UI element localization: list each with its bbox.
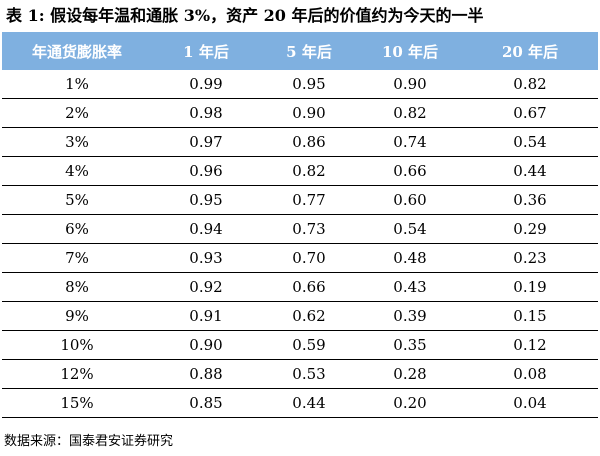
cell-1-year: 0.93	[152, 243, 260, 273]
cell-5-years: 0.44	[260, 388, 358, 418]
cell-5-years: 0.77	[260, 185, 358, 215]
cell-5-years: 0.73	[260, 214, 358, 244]
cell-1-year: 0.92	[152, 272, 260, 302]
cell-10-years: 0.35	[358, 330, 462, 360]
table-row: 10% 0.90 0.59 0.35 0.12	[2, 330, 598, 360]
inflation-value-table: 年通货膨胀率 1 年后 5 年后 10 年后 20 年后 1% 0.99 0.95 0…	[2, 32, 598, 418]
cell-5-years: 0.53	[260, 359, 358, 389]
cell-5-years: 0.70	[260, 243, 358, 273]
cell-1-year: 0.85	[152, 388, 260, 418]
table-row: 2% 0.98 0.90 0.82 0.67	[2, 98, 598, 128]
cell-20-years: 0.12	[462, 330, 598, 360]
header-row: 年通货膨胀率 1 年后 5 年后 10 年后 20 年后	[2, 32, 598, 70]
table-row: 12% 0.88 0.53 0.28 0.08	[2, 359, 598, 389]
cell-inflation-rate: 12%	[2, 359, 152, 389]
cell-10-years: 0.39	[358, 301, 462, 331]
cell-inflation-rate: 6%	[2, 214, 152, 244]
header-20-years: 20 年后	[462, 32, 598, 70]
cell-10-years: 0.74	[358, 127, 462, 157]
cell-5-years: 0.90	[260, 98, 358, 128]
cell-10-years: 0.54	[358, 214, 462, 244]
cell-5-years: 0.82	[260, 156, 358, 186]
data-source-note: 数据来源：国泰君安证券研究	[4, 434, 174, 449]
cell-20-years: 0.44	[462, 156, 598, 186]
cell-10-years: 0.60	[358, 185, 462, 215]
cell-5-years: 0.95	[260, 70, 358, 99]
cell-1-year: 0.90	[152, 330, 260, 360]
cell-1-year: 0.95	[152, 185, 260, 215]
cell-inflation-rate: 2%	[2, 98, 152, 128]
cell-1-year: 0.99	[152, 70, 260, 99]
table-row: 7% 0.93 0.70 0.48 0.23	[2, 243, 598, 273]
header-1-year: 1 年后	[152, 32, 260, 70]
table-row: 1% 0.99 0.95 0.90 0.82	[2, 70, 598, 99]
cell-inflation-rate: 5%	[2, 185, 152, 215]
cell-1-year: 0.94	[152, 214, 260, 244]
cell-10-years: 0.66	[358, 156, 462, 186]
cell-10-years: 0.20	[358, 388, 462, 418]
cell-5-years: 0.59	[260, 330, 358, 360]
cell-inflation-rate: 15%	[2, 388, 152, 418]
cell-20-years: 0.36	[462, 185, 598, 215]
cell-inflation-rate: 10%	[2, 330, 152, 360]
cell-5-years: 0.66	[260, 272, 358, 302]
header-5-years: 5 年后	[260, 32, 358, 70]
cell-1-year: 0.97	[152, 127, 260, 157]
cell-20-years: 0.08	[462, 359, 598, 389]
cell-20-years: 0.67	[462, 98, 598, 128]
header-inflation-rate: 年通货膨胀率	[2, 32, 152, 70]
cell-1-year: 0.98	[152, 98, 260, 128]
cell-20-years: 0.19	[462, 272, 598, 302]
table-row: 5% 0.95 0.77 0.60 0.36	[2, 185, 598, 215]
cell-20-years: 0.29	[462, 214, 598, 244]
cell-10-years: 0.43	[358, 272, 462, 302]
cell-20-years: 0.04	[462, 388, 598, 418]
cell-5-years: 0.62	[260, 301, 358, 331]
cell-1-year: 0.91	[152, 301, 260, 331]
cell-inflation-rate: 7%	[2, 243, 152, 273]
cell-inflation-rate: 8%	[2, 272, 152, 302]
cell-10-years: 0.28	[358, 359, 462, 389]
table-body: 1% 0.99 0.95 0.90 0.82 2% 0.98 0.90 0.82 0.67 3% 0.…	[2, 70, 598, 418]
cell-20-years: 0.15	[462, 301, 598, 331]
header-10-years: 10 年后	[358, 32, 462, 70]
cell-1-year: 0.88	[152, 359, 260, 389]
cell-inflation-rate: 4%	[2, 156, 152, 186]
table-row: 4% 0.96 0.82 0.66 0.44	[2, 156, 598, 186]
cell-20-years: 0.82	[462, 70, 598, 99]
cell-10-years: 0.48	[358, 243, 462, 273]
cell-5-years: 0.86	[260, 127, 358, 157]
table-row: 15% 0.85 0.44 0.20 0.04	[2, 388, 598, 418]
cell-1-year: 0.96	[152, 156, 260, 186]
cell-inflation-rate: 3%	[2, 127, 152, 157]
cell-10-years: 0.90	[358, 70, 462, 99]
table-caption: 表 1: 假设每年温和通胀 3%，资产 20 年后的价值约为今天的一半	[6, 6, 484, 25]
cell-inflation-rate: 1%	[2, 70, 152, 99]
table-row: 6% 0.94 0.73 0.54 0.29	[2, 214, 598, 244]
cell-20-years: 0.54	[462, 127, 598, 157]
cell-inflation-rate: 9%	[2, 301, 152, 331]
table-row: 3% 0.97 0.86 0.74 0.54	[2, 127, 598, 157]
cell-10-years: 0.82	[358, 98, 462, 128]
table-row: 9% 0.91 0.62 0.39 0.15	[2, 301, 598, 331]
cell-20-years: 0.23	[462, 243, 598, 273]
table-row: 8% 0.92 0.66 0.43 0.19	[2, 272, 598, 302]
